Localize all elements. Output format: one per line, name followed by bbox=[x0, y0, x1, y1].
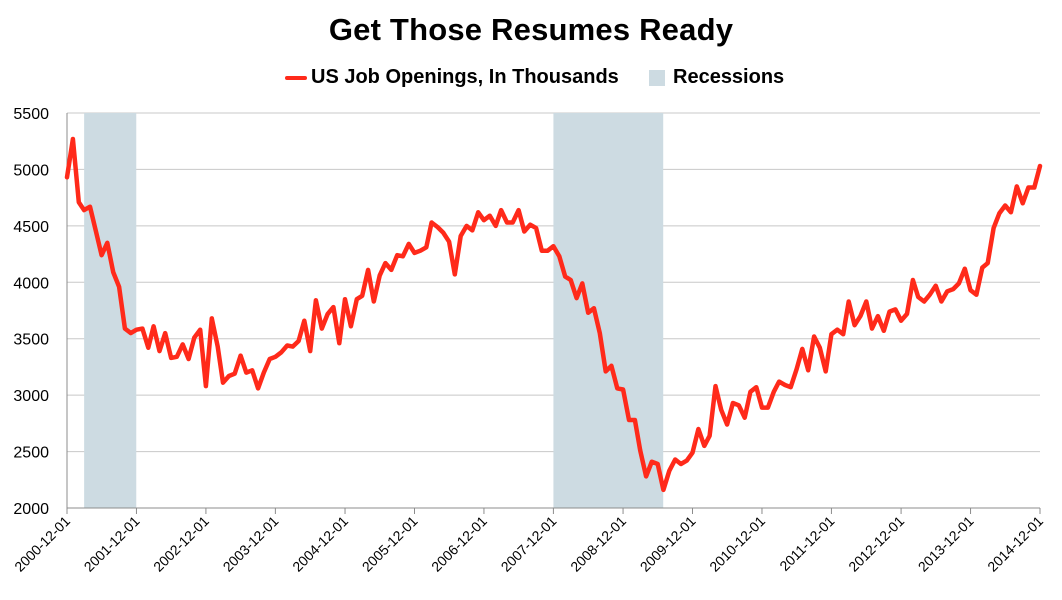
y-tick-labels: 2000 2500 3000 3500 4000 4500 5000 5500 bbox=[13, 106, 49, 518]
y-tick-label-4500: 4500 bbox=[13, 219, 49, 236]
y-tick-label-3500: 3500 bbox=[13, 332, 49, 349]
x-tick-label-2014-12-01: 2014-12-01 bbox=[984, 513, 1046, 575]
legend-line-swatch bbox=[285, 75, 307, 80]
y-tick-label-5500: 5500 bbox=[13, 106, 49, 123]
x-tick-label-2002-12-01: 2002-12-01 bbox=[150, 513, 212, 575]
x-tick-label-2005-12-01: 2005-12-01 bbox=[359, 513, 421, 575]
x-tick-label-2009-12-01: 2009-12-01 bbox=[637, 513, 699, 575]
x-tick-label-2007-12-01: 2007-12-01 bbox=[498, 513, 560, 575]
x-tick-label-2008-12-01: 2008-12-01 bbox=[567, 513, 629, 575]
x-tick-labels: 2000-12-01 2001-12-01 2002-12-01 2003-12-01… bbox=[11, 508, 1046, 575]
y-tick-label-3000: 3000 bbox=[13, 388, 49, 405]
x-tick-label-2004-12-01: 2004-12-01 bbox=[289, 513, 351, 575]
y-tick-label-2000: 2000 bbox=[13, 501, 49, 518]
x-tick-label-2000-12-01: 2000-12-01 bbox=[11, 513, 73, 575]
legend-label-recessions: Recessions bbox=[673, 66, 785, 88]
series-line-job-openings bbox=[64, 136, 1043, 493]
series-lines bbox=[64, 136, 1043, 493]
y-tick-label-2500: 2500 bbox=[13, 445, 49, 462]
legend-item-recessions: Recessions bbox=[649, 66, 784, 89]
x-tick-label-2003-12-01: 2003-12-01 bbox=[220, 513, 282, 575]
x-tick-label-2006-12-01: 2006-12-01 bbox=[428, 513, 490, 575]
legend-item-job-openings: US Job Openings, In Thousands bbox=[285, 66, 619, 89]
chart-title: Get Those Resumes Ready bbox=[328, 12, 734, 47]
recession-band-2 bbox=[553, 113, 664, 508]
y-tick-label-4000: 4000 bbox=[13, 275, 49, 292]
x-tick-label-2010-12-01: 2010-12-01 bbox=[706, 513, 768, 575]
recession-band-1 bbox=[84, 113, 137, 508]
x-tick-label-2011-12-01: 2011-12-01 bbox=[776, 513, 837, 574]
x-tick-label-2013-12-01: 2013-12-01 bbox=[915, 513, 977, 575]
y-tick-label-5000: 5000 bbox=[13, 162, 49, 179]
x-tick-label-2001-12-01: 2001-12-01 bbox=[81, 513, 143, 575]
legend-recession-swatch bbox=[649, 69, 665, 86]
x-tick-label-2012-12-01: 2012-12-01 bbox=[845, 513, 907, 575]
legend-label-job-openings: US Job Openings, In Thousands bbox=[311, 66, 619, 88]
recession-bands bbox=[84, 113, 664, 508]
